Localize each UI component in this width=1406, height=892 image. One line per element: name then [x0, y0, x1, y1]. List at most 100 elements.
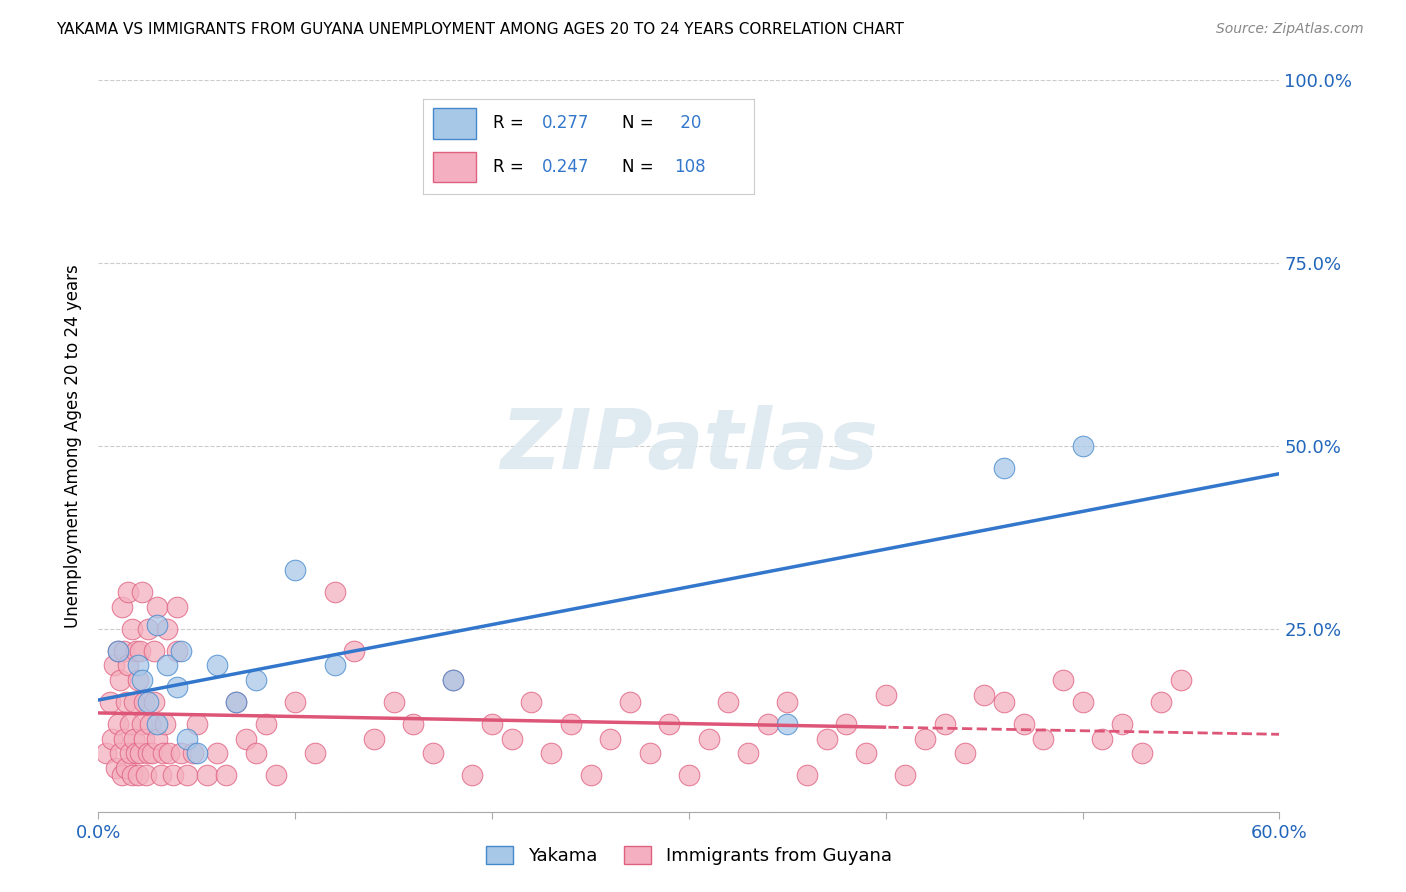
Point: [108, 673, 131, 687]
Point: [599, 731, 621, 746]
Point: [166, 599, 188, 614]
Point: [619, 695, 641, 709]
Point: [953, 746, 976, 760]
Point: [520, 695, 543, 709]
Point: [205, 658, 228, 673]
Text: ZIPatlas: ZIPatlas: [501, 406, 877, 486]
Point: [1052, 673, 1074, 687]
Point: [914, 731, 936, 746]
Point: [142, 695, 165, 709]
Point: [117, 658, 139, 673]
Point: [875, 688, 897, 702]
Point: [284, 695, 307, 709]
Point: [108, 746, 131, 760]
Point: [141, 746, 163, 760]
Point: [1071, 695, 1094, 709]
Point: [363, 731, 385, 746]
Point: [501, 731, 523, 746]
Point: [1012, 717, 1035, 731]
Point: [1091, 731, 1114, 746]
Point: [1111, 717, 1133, 731]
Point: [323, 585, 346, 599]
Point: [579, 768, 602, 782]
Point: [112, 644, 135, 658]
Point: [118, 717, 141, 731]
Point: [127, 768, 149, 782]
Point: [96, 746, 118, 760]
Point: [125, 644, 148, 658]
Point: [441, 673, 464, 687]
Point: [152, 746, 174, 760]
Point: [195, 768, 218, 782]
Point: [225, 695, 247, 709]
Point: [146, 717, 169, 731]
Point: [993, 695, 1015, 709]
Point: [105, 761, 128, 775]
Point: [117, 585, 139, 599]
Point: [776, 717, 799, 731]
Point: [323, 658, 346, 673]
Point: [101, 731, 124, 746]
Point: [835, 717, 858, 731]
Point: [146, 599, 169, 614]
Point: [98, 695, 121, 709]
Point: [176, 731, 198, 746]
Point: [560, 717, 582, 731]
Point: [756, 717, 779, 731]
Point: [156, 622, 179, 636]
Point: [737, 746, 759, 760]
Point: [254, 717, 277, 731]
Point: [115, 695, 138, 709]
Point: [186, 717, 208, 731]
Point: [128, 644, 150, 658]
Point: [678, 768, 700, 782]
Point: [142, 644, 165, 658]
Point: [136, 746, 159, 760]
Point: [156, 658, 179, 673]
Point: [125, 746, 148, 760]
Point: [245, 746, 267, 760]
Point: [1170, 673, 1192, 687]
Point: [107, 644, 129, 658]
Text: YAKAMA VS IMMIGRANTS FROM GUYANA UNEMPLOYMENT AMONG AGES 20 TO 24 YEARS CORRELAT: YAKAMA VS IMMIGRANTS FROM GUYANA UNEMPLO…: [56, 22, 904, 37]
Point: [176, 768, 198, 782]
Point: [717, 695, 740, 709]
Point: [150, 768, 173, 782]
Point: [934, 717, 956, 731]
Point: [111, 768, 134, 782]
Point: [215, 768, 238, 782]
Point: [461, 768, 484, 782]
Point: [1071, 439, 1094, 453]
Point: [170, 644, 193, 658]
Point: [1130, 746, 1153, 760]
Point: [697, 731, 720, 746]
Point: [146, 731, 169, 746]
Legend: Yakama, Immigrants from Guyana: Yakama, Immigrants from Guyana: [479, 838, 898, 872]
Point: [245, 673, 267, 687]
Point: [162, 768, 184, 782]
Point: [118, 746, 141, 760]
Point: [112, 731, 135, 746]
Point: [815, 731, 838, 746]
Point: [157, 746, 180, 760]
Point: [973, 688, 995, 702]
Point: [855, 746, 877, 760]
Point: [107, 644, 129, 658]
Point: [122, 731, 145, 746]
Point: [155, 717, 177, 731]
Point: [127, 673, 149, 687]
Point: [121, 768, 143, 782]
Point: [166, 681, 188, 695]
Point: [122, 695, 145, 709]
Point: [540, 746, 562, 760]
Point: [658, 717, 681, 731]
Point: [894, 768, 917, 782]
Point: [103, 658, 125, 673]
Point: [132, 695, 155, 709]
Point: [170, 746, 193, 760]
Point: [135, 768, 157, 782]
Point: [121, 622, 143, 636]
Point: [111, 599, 134, 614]
Point: [181, 746, 204, 760]
Point: [343, 644, 366, 658]
